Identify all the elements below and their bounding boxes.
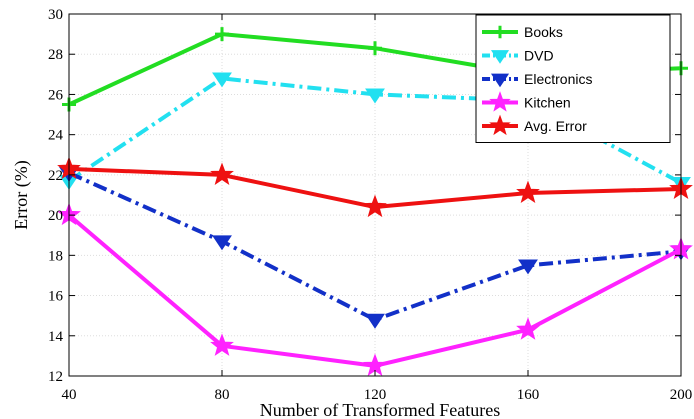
series-line (68, 171, 682, 322)
x-tick-label: 80 (215, 387, 230, 403)
y-tick-label: 30 (48, 7, 63, 23)
series-kitchen (57, 202, 693, 376)
y-tick-label: 26 (48, 87, 64, 103)
y-tick-label: 24 (48, 128, 64, 144)
data-point-marker (489, 91, 511, 112)
legend-label: Avg. Error (524, 118, 587, 134)
x-tick-label: 200 (670, 387, 693, 403)
legend-box (475, 14, 671, 143)
x-tick-label: 40 (62, 387, 77, 403)
data-point-marker (212, 235, 232, 251)
legend-label: Books (524, 24, 563, 40)
y-axis-title: Error (%) (11, 160, 32, 229)
legend-label: Kitchen (524, 95, 571, 111)
legend-item: Electronics (482, 71, 592, 88)
data-point-marker (363, 194, 387, 218)
legend: Books DVD Electronics Kitchen Avg. Error (475, 14, 671, 143)
legend-item: Books (482, 24, 563, 40)
legend-label: Electronics (524, 71, 592, 87)
series-avg-error (57, 156, 693, 218)
y-tick-label: 18 (48, 248, 63, 264)
data-point-marker (490, 50, 510, 64)
x-tick-label: 160 (517, 387, 540, 403)
legend-item: DVD (482, 48, 554, 64)
data-point-marker (365, 88, 385, 104)
data-point-marker (493, 25, 507, 39)
data-point-marker (368, 41, 382, 56)
legend-label: DVD (524, 48, 554, 64)
data-point-marker (516, 317, 540, 340)
data-point-marker (489, 114, 511, 136)
y-tick-label: 22 (48, 168, 63, 184)
data-point-marker (215, 27, 229, 42)
x-tick-label: 120 (364, 387, 387, 403)
data-point-marker (365, 313, 385, 329)
data-point-marker (490, 73, 510, 88)
data-point-marker (518, 259, 538, 275)
x-axis-title: Number of Transformed Features (260, 400, 500, 419)
y-tick-label: 14 (48, 329, 64, 345)
data-point-marker (516, 180, 540, 204)
y-tick-label: 16 (48, 289, 64, 305)
axis-ticks: 12 14 16 18 20 22 24 26 28 30 40 80 120 160 200 (48, 7, 692, 403)
data-point-marker (212, 72, 232, 88)
data-point-marker (210, 333, 234, 356)
data-point-marker (210, 162, 234, 185)
y-tick-label: 12 (48, 369, 63, 385)
legend-item: Kitchen (482, 91, 571, 112)
y-tick-label: 28 (48, 47, 63, 63)
y-tick-label: 20 (48, 208, 63, 224)
legend-item: Avg. Error (482, 114, 587, 136)
